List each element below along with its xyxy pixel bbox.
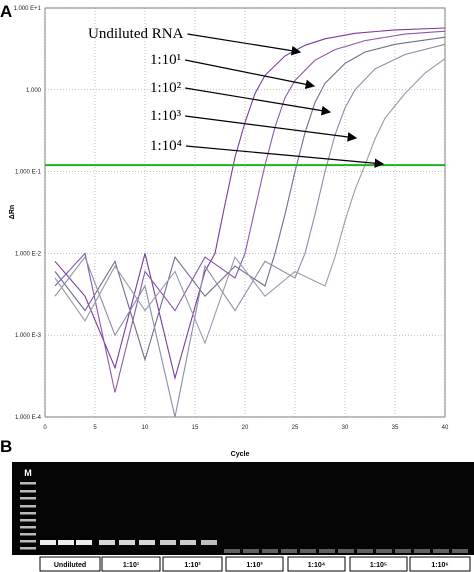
y-axis-label: ΔRn xyxy=(9,205,16,219)
y-tick-label: 1.000 E-3 xyxy=(15,333,42,339)
ladder-band xyxy=(20,547,36,550)
annotation-arrow xyxy=(185,145,385,169)
lane-label-box xyxy=(409,556,471,572)
primer-band xyxy=(376,549,392,553)
gel-image xyxy=(12,462,474,555)
x-tick-label: 40 xyxy=(442,425,449,431)
lane-label-box xyxy=(225,556,284,572)
lane-label-box xyxy=(39,556,101,572)
primer-band xyxy=(224,549,240,553)
lane-label: 1:10¹ xyxy=(123,562,140,569)
ladder-band xyxy=(20,540,36,543)
band xyxy=(99,540,115,545)
primer-band xyxy=(300,549,316,553)
amplification-curve xyxy=(54,27,446,381)
band xyxy=(160,540,176,545)
lane-label: 1:10⁵ xyxy=(370,562,387,569)
primer-band xyxy=(243,549,259,553)
x-tick-label: 5 xyxy=(93,425,97,431)
annotation: 1:10⁴ xyxy=(150,138,182,154)
amplification-curve xyxy=(54,58,446,345)
marker-label: M xyxy=(24,468,32,478)
lane-label: Undiluted xyxy=(54,562,86,569)
amplification-curve xyxy=(54,30,446,393)
panel-letter: A xyxy=(0,2,12,21)
primer-band xyxy=(357,549,373,553)
primer-band xyxy=(319,549,335,553)
primer-band xyxy=(281,549,297,553)
ladder-band xyxy=(20,512,36,515)
gel: M Undiluted 1:10¹ 1:10² 1:10³ 1:10⁴ 1:10⁵ 1:10⁶ xyxy=(20,468,471,572)
band xyxy=(58,540,74,545)
x-tick-label: 35 xyxy=(392,425,399,431)
band xyxy=(201,540,217,545)
lane-label-box xyxy=(101,556,161,572)
x-tick-label: 15 xyxy=(192,425,199,431)
band xyxy=(76,540,92,545)
x-tick-label: 0 xyxy=(43,425,47,431)
band xyxy=(119,540,135,545)
y-tick-label: 1.000 xyxy=(26,88,42,94)
annotation: 1:10³ xyxy=(150,108,182,124)
amplification-curve xyxy=(54,43,446,418)
ladder-band xyxy=(20,497,36,500)
lane-label: 1:10⁴ xyxy=(308,562,326,569)
y-tick-label: 1.000 E+1 xyxy=(13,6,41,12)
lane-label: 1:10² xyxy=(184,562,201,569)
lane-label: 1:10⁶ xyxy=(431,562,448,569)
lane-label-box xyxy=(287,556,346,572)
annotation: 1:10¹ xyxy=(150,52,181,68)
annotation-arrow xyxy=(185,115,358,142)
annotation: 1:10² xyxy=(150,80,182,96)
panel-letter: B xyxy=(0,437,12,456)
x-axis-label: Cycle xyxy=(231,451,250,458)
ladder-band xyxy=(20,482,36,485)
band xyxy=(40,540,56,545)
y-tick-label: 1.000 E-1 xyxy=(15,170,42,176)
primer-band xyxy=(262,549,278,553)
ladder-band xyxy=(20,490,36,493)
primer-band xyxy=(452,549,468,553)
primer-band xyxy=(338,549,354,553)
annotation-arrow xyxy=(185,87,332,116)
primer-band xyxy=(433,549,449,553)
annotation-arrow xyxy=(187,33,302,56)
ladder-band xyxy=(20,505,36,508)
annotation: Undiluted RNA xyxy=(88,26,184,42)
y-tick-label: 1.000 E-4 xyxy=(15,415,42,421)
ladder-band xyxy=(20,533,36,536)
amplification-curve xyxy=(54,36,446,362)
band xyxy=(180,540,196,545)
primer-band xyxy=(395,549,411,553)
lane-label-box xyxy=(349,556,408,572)
band xyxy=(139,540,155,545)
primer-band xyxy=(414,549,430,553)
x-tick-label: 30 xyxy=(342,425,349,431)
x-tick-label: 25 xyxy=(292,425,299,431)
annotation-arrow xyxy=(185,59,316,90)
x-tick-label: 20 xyxy=(242,425,249,431)
ladder-band xyxy=(20,519,36,522)
y-tick-label: 1.000 E-2 xyxy=(15,251,42,257)
ladder-band xyxy=(20,526,36,529)
lane-label-box xyxy=(162,556,223,572)
x-tick-label: 10 xyxy=(142,425,149,431)
lane-label: 1:10³ xyxy=(246,562,263,569)
